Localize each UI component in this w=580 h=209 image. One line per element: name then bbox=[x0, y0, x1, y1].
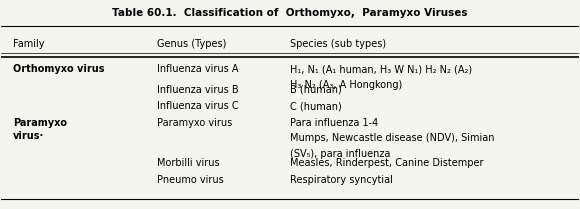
Text: C (human): C (human) bbox=[290, 101, 342, 111]
Text: Mumps, Newcastle disease (NDV), Simian: Mumps, Newcastle disease (NDV), Simian bbox=[290, 133, 495, 143]
Text: Paramyxo virus: Paramyxo virus bbox=[157, 118, 233, 128]
Text: Measles, Rinderpest, Canine Distemper: Measles, Rinderpest, Canine Distemper bbox=[290, 158, 484, 168]
Text: Para influenza 1-4: Para influenza 1-4 bbox=[290, 118, 378, 128]
Text: Paramyxo: Paramyxo bbox=[13, 118, 67, 128]
Text: Species (sub types): Species (sub types) bbox=[290, 38, 386, 48]
Text: Respiratory syncytial: Respiratory syncytial bbox=[290, 175, 393, 185]
Text: Morbilli virus: Morbilli virus bbox=[157, 158, 220, 168]
Text: virus·: virus· bbox=[13, 131, 44, 141]
Text: H₃ N₂ (A₃, A Hongkong): H₃ N₂ (A₃, A Hongkong) bbox=[290, 80, 403, 90]
Text: Genus (Types): Genus (Types) bbox=[157, 38, 227, 48]
Text: Influenza virus A: Influenza virus A bbox=[157, 64, 239, 74]
Text: Influenza virus C: Influenza virus C bbox=[157, 101, 239, 111]
Text: Pneumo virus: Pneumo virus bbox=[157, 175, 224, 185]
Text: (SV₅), para influenza: (SV₅), para influenza bbox=[290, 149, 390, 159]
Text: H₁, N₁ (A₁ human, H₃ W N₁) H₂ N₂ (A₂): H₁, N₁ (A₁ human, H₃ W N₁) H₂ N₂ (A₂) bbox=[290, 64, 472, 74]
Text: Influenza virus B: Influenza virus B bbox=[157, 85, 239, 95]
Text: Table 60.1.  Classification of  Orthomyxo,  Paramyxo Viruses: Table 60.1. Classification of Orthomyxo,… bbox=[113, 8, 467, 18]
Text: Orthomyxo virus: Orthomyxo virus bbox=[13, 64, 104, 74]
Text: Family: Family bbox=[13, 38, 45, 48]
Text: B (human): B (human) bbox=[290, 85, 342, 95]
